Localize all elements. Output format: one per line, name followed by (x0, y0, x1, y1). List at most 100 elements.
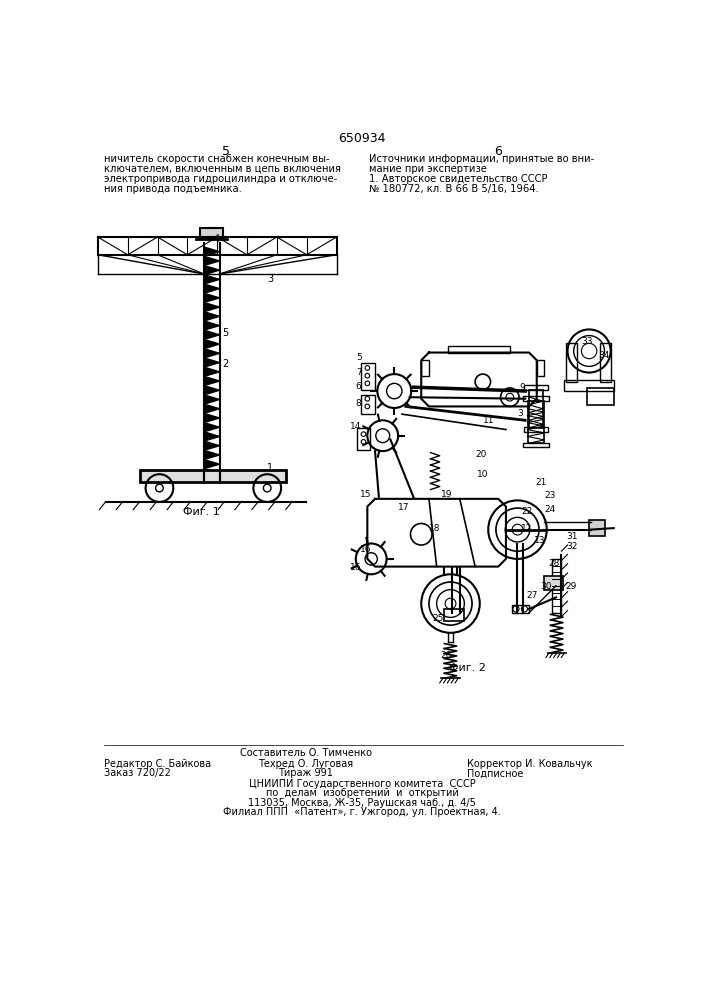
Bar (523, 396, 549, 401)
Text: 15: 15 (360, 490, 371, 499)
Text: Филиал ППП  «Патент», г. Ужгород, ул. Проектная, 4.: Филиал ППП «Патент», г. Ужгород, ул. Про… (223, 807, 501, 817)
Text: ничитель скорости снабжен конечным вы-: ничитель скорости снабжен конечным вы- (104, 154, 329, 164)
Text: ЦНИИПИ Государственного комитета  СССР: ЦНИИПИ Государственного комитета СССР (249, 779, 475, 789)
Text: электропривода гидроцилиндра и отключе-: электропривода гидроцилиндра и отключе- (104, 174, 337, 184)
Bar (527, 401, 544, 443)
Text: 5: 5 (356, 353, 361, 362)
Text: Фиг. 1: Фиг. 1 (183, 507, 220, 517)
Text: 17: 17 (398, 503, 409, 512)
Polygon shape (204, 450, 219, 460)
Bar (529, 389, 543, 428)
Text: Техред О. Луговая: Техред О. Луговая (258, 759, 354, 769)
Polygon shape (204, 330, 219, 339)
Polygon shape (204, 321, 219, 330)
Bar (140, 470, 286, 482)
Bar (589, 520, 604, 536)
Text: Составитель О. Тимченко: Составитель О. Тимченко (240, 748, 372, 758)
Text: Тираж 991: Тираж 991 (279, 768, 333, 778)
Bar (525, 427, 547, 432)
Text: 650934: 650934 (338, 132, 386, 145)
Text: 6: 6 (494, 145, 502, 158)
Text: № 180772, кл. В 66 В 5/16, 1964.: № 180772, кл. В 66 В 5/16, 1964. (369, 184, 539, 194)
Bar (552, 559, 561, 613)
Polygon shape (204, 293, 219, 302)
Polygon shape (204, 413, 219, 423)
Text: Источники информации, принятые во вни-: Источники информации, принятые во вни- (369, 154, 594, 164)
Text: 1. Авторское свидетельство СССР: 1. Авторское свидетельство СССР (369, 174, 547, 184)
Text: по  делам  изобретений  и  открытий: по делам изобретений и открытий (266, 788, 458, 798)
Text: 29: 29 (565, 582, 577, 591)
Text: Корректор И. Ковальчук: Корректор И. Ковальчук (467, 759, 593, 769)
Bar (444, 609, 464, 620)
Text: ния привода подъемника.: ния привода подъемника. (104, 184, 242, 194)
Polygon shape (204, 275, 219, 284)
Polygon shape (204, 441, 219, 450)
Polygon shape (204, 404, 219, 413)
Bar (587, 388, 614, 405)
Text: 8: 8 (356, 399, 361, 408)
Polygon shape (204, 312, 219, 321)
Text: ключателем, включенным в цепь включения: ключателем, включенным в цепь включения (104, 164, 341, 174)
Polygon shape (204, 256, 219, 266)
Text: 33: 33 (581, 337, 593, 346)
Polygon shape (204, 376, 219, 386)
Text: 30: 30 (540, 582, 551, 591)
Text: 14: 14 (351, 422, 362, 431)
Polygon shape (204, 358, 219, 367)
Text: 9: 9 (520, 383, 525, 392)
Bar (357, 428, 370, 450)
Text: 26: 26 (440, 651, 452, 660)
Text: 19: 19 (440, 490, 452, 499)
Bar (512, 605, 529, 613)
Polygon shape (204, 339, 219, 349)
Polygon shape (204, 432, 219, 441)
Text: Фиг. 2: Фиг. 2 (449, 663, 486, 673)
Polygon shape (204, 386, 219, 395)
Text: 18: 18 (429, 524, 440, 533)
Polygon shape (204, 367, 219, 376)
Bar (361, 363, 375, 389)
Text: 22: 22 (521, 507, 532, 516)
Polygon shape (204, 349, 219, 358)
Text: 28: 28 (549, 559, 560, 568)
Text: 1: 1 (267, 463, 274, 473)
Text: 2: 2 (223, 359, 229, 369)
Text: 5: 5 (223, 145, 230, 158)
Text: 4: 4 (214, 234, 219, 244)
Text: мание при экспертизе: мание при экспертизе (369, 164, 486, 174)
Polygon shape (204, 284, 219, 293)
Bar (361, 395, 375, 414)
Text: 12: 12 (521, 524, 532, 533)
Text: 113035, Москва, Ж-35, Раушская чаб., д. 4/5: 113035, Москва, Ж-35, Раушская чаб., д. … (248, 798, 476, 808)
Text: 3: 3 (267, 274, 274, 284)
Bar (563, 380, 614, 391)
Polygon shape (204, 395, 219, 404)
Text: 3: 3 (518, 409, 523, 418)
Text: 10: 10 (477, 470, 488, 479)
Polygon shape (204, 302, 219, 312)
Polygon shape (204, 469, 219, 478)
Polygon shape (204, 423, 219, 432)
Bar (421, 360, 429, 376)
Bar (537, 360, 544, 376)
Polygon shape (204, 460, 219, 469)
Text: 25: 25 (433, 614, 444, 623)
Text: Редактор С. Байкова: Редактор С. Байкова (104, 759, 211, 769)
Text: 34: 34 (598, 351, 609, 360)
Text: 16: 16 (360, 545, 371, 554)
Text: 32: 32 (566, 542, 578, 551)
Polygon shape (204, 247, 219, 256)
Text: 27: 27 (526, 591, 537, 600)
Bar (525, 385, 547, 389)
Text: Заказ 720/22: Заказ 720/22 (104, 768, 171, 778)
Bar (544, 576, 563, 590)
Bar (200, 228, 223, 239)
Bar (523, 443, 549, 447)
Text: 7: 7 (356, 368, 361, 377)
Text: 21: 21 (535, 478, 547, 487)
Bar (448, 346, 510, 353)
Text: 23: 23 (544, 491, 556, 500)
Text: 24: 24 (544, 505, 556, 514)
Bar (566, 343, 577, 382)
Bar (600, 343, 611, 382)
